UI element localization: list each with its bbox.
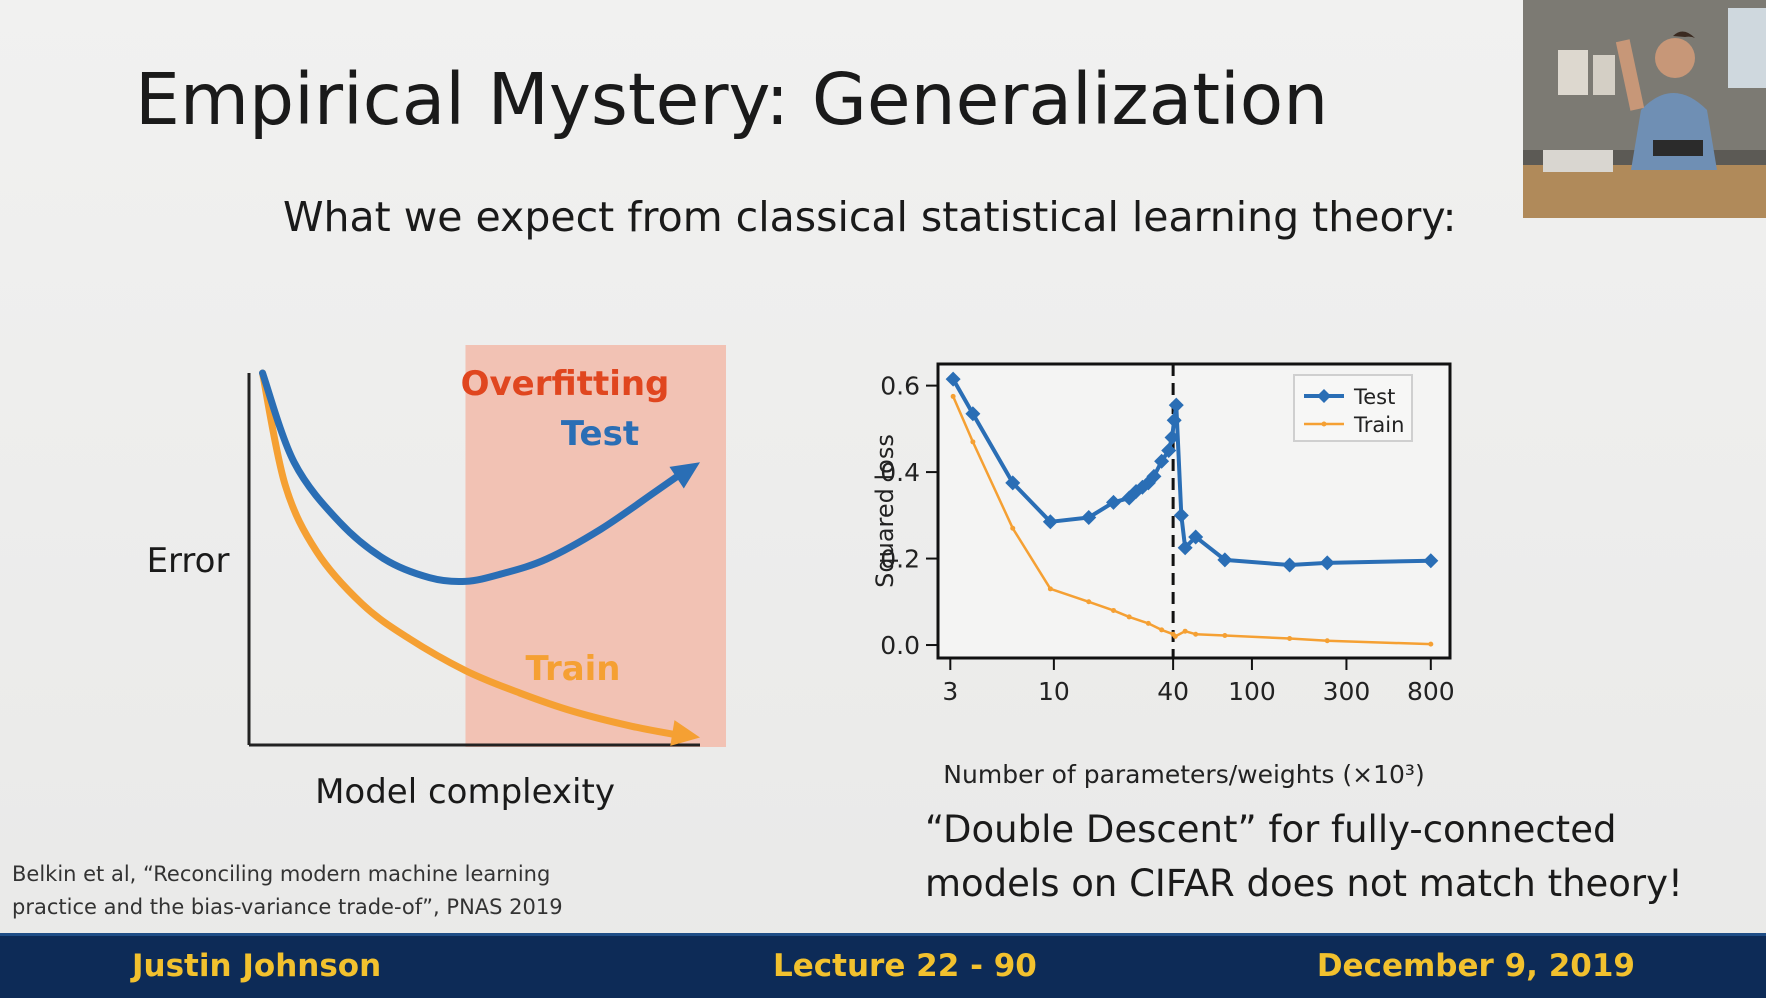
train-curve-arrowhead [670,720,700,746]
caption-line-2: models on CIFAR does not match theory! [925,862,1683,905]
caption-line-1: “Double Descent” for fully-connected [925,808,1617,851]
legend-marker [1321,421,1327,427]
train-data-point [1428,641,1434,647]
legend-label: Test [1353,385,1395,409]
test-data-point [1146,468,1162,484]
test-data-point [1081,509,1097,525]
train-data-point [1110,607,1116,613]
chart2-x-label: Number of parameters/weights (×10³) [943,760,1424,789]
train-data-point [970,439,976,445]
citation: Belkin et al, “Reconciling modern machin… [12,858,563,924]
classical-theory-chart: Overfitting Test Train Error Model compl… [147,345,726,812]
y-tick-label: 0.0 [880,631,920,660]
x-tick-label: 40 [1157,677,1189,706]
footer-date: December 9, 2019 [1316,948,1635,984]
test-data-point [1161,442,1177,458]
train-data-point [1287,636,1293,642]
test-data-point [1217,552,1233,568]
test-data-point [1423,553,1439,569]
overfitting-region [465,345,726,747]
train-data-point [1324,638,1330,644]
test-data-point [1282,557,1298,573]
slide-footer: Justin Johnson Lecture 22 - 90 December … [0,933,1766,998]
test-data-point [1177,540,1193,556]
train-data-point [1010,525,1016,531]
test-curve-label: Test [561,414,639,454]
x-tick-label: 300 [1323,677,1371,706]
chart1-x-label: Model complexity [315,772,615,812]
x-tick-label: 10 [1038,677,1070,706]
x-tick-label: 800 [1407,677,1455,706]
chart1-y-label: Error [147,541,230,581]
test-data-point [1154,453,1170,469]
train-data-point [1193,631,1199,637]
citation-line-1: Belkin et al, “Reconciling modern machin… [12,862,551,886]
train-data-point [950,393,956,399]
test-data-point [965,406,981,422]
test-data-point [1005,475,1021,491]
train-data-point [1126,614,1132,620]
train-data-point [1182,628,1188,634]
test-data-point [1042,514,1058,530]
train-curve-label: Train [525,649,620,689]
train-data-point [1172,633,1178,639]
train-data-point [1047,586,1053,592]
train-data-point [1222,633,1228,639]
chart-caption: “Double Descent” for fully-connected mod… [925,803,1683,911]
test-data-point [1319,555,1335,571]
test-data-point [1168,397,1184,413]
legend-label: Train [1353,413,1404,437]
slide-subtitle: What we expect from classical statistica… [283,193,1457,241]
train-data-point [1086,599,1092,605]
test-data-point [1188,529,1204,545]
train-data-point [1145,620,1151,626]
chart2-y-label: Squared loss [871,434,899,588]
train-error-curve [259,369,690,741]
test-data-point [1166,412,1182,428]
citation-line-2: practice and the bias-variance trade-of”… [12,895,563,919]
x-tick-label: 100 [1228,677,1276,706]
double-descent-chart: 3 10 40 100 300 800 0.0 0.2 0.4 0.6 Test Train Squ… [871,362,1455,789]
webcam-video-inset [1523,0,1766,218]
test-data-point [1105,494,1121,510]
legend-marker [1317,389,1331,403]
footer-lecture-number: Lecture 22 - 90 [773,948,1037,984]
test-data-point [1164,430,1180,445]
test-error-curve [259,369,690,586]
footer-author: Justin Johnson [132,948,382,984]
test-data-point [1173,507,1189,523]
legend-frame [1293,374,1413,442]
test-data-point [945,371,961,387]
y-tick-label: 0.2 [880,545,920,574]
y-tick-label: 0.6 [880,372,920,401]
x-tick-label: 3 [942,677,958,706]
slide-title: Empirical Mystery: Generalization [135,58,1329,141]
train-data-point [1159,627,1165,633]
overfitting-label: Overfitting [461,364,670,404]
test-curve-arrowhead [669,462,700,489]
y-tick-label: 0.4 [880,458,920,487]
